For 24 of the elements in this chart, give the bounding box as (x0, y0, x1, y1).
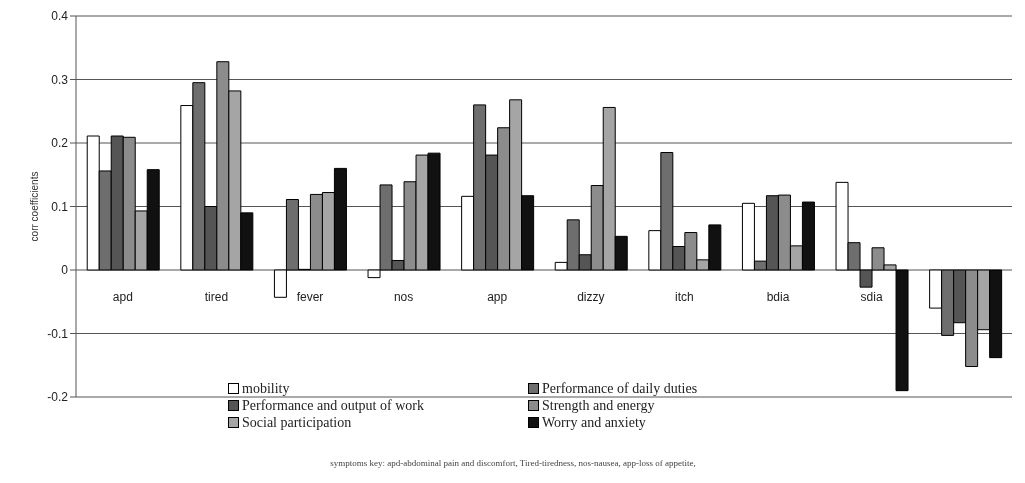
y-axis-title: corr coefficients (28, 171, 40, 242)
y-tick-label: 0.4 (51, 9, 69, 24)
x-tick-label: dizzy (577, 290, 605, 304)
x-tick-label: bdia (766, 290, 790, 304)
x-tick-label: itch (675, 290, 694, 304)
y-tick-label: 0.3 (51, 72, 69, 87)
text: symptoms key: apd-abdominal pain and discomfort, Tired-tiredness, nos-nausea, app-loss of appetite, (329, 458, 697, 468)
x-tick-label: app (487, 290, 508, 304)
legend-label: Strength and energy (542, 397, 655, 414)
x-tick-label: fever (296, 290, 324, 304)
x-tick-label: apd (112, 290, 133, 304)
legend-label: mobility (242, 380, 290, 397)
y-tick-label: -0.2 (47, 390, 69, 405)
x-tick-label: nos (393, 290, 414, 304)
x-tick-label: tired (204, 290, 229, 304)
legend-label: Performance and output of work (242, 397, 424, 414)
y-tick-label: -0.1 (47, 326, 69, 341)
legend-label: Worry and anxiety (542, 414, 646, 431)
y-tick-label: 0.1 (51, 199, 69, 214)
y-tick-label: 0.2 (51, 136, 69, 151)
x-tick-label: sdia (860, 290, 883, 304)
y-tick-label: 0 (61, 263, 69, 278)
legend-label: Performance of daily duties (542, 380, 698, 397)
legend-label: Social participation (242, 414, 352, 431)
